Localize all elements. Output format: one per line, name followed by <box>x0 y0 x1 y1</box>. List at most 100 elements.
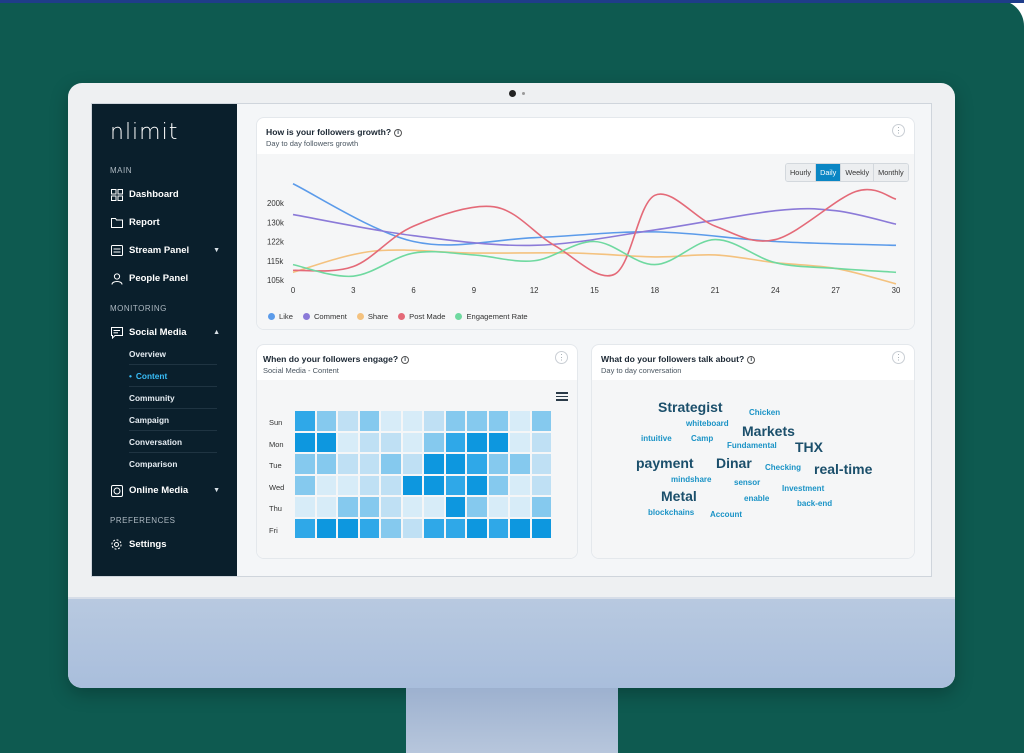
heatmap-cell[interactable] <box>295 518 315 538</box>
tab-hourly[interactable]: Hourly <box>786 164 817 181</box>
heatmap-cell[interactable] <box>510 454 530 474</box>
heatmap-cell[interactable] <box>316 518 336 538</box>
heatmap-cell[interactable] <box>402 475 422 495</box>
more-options-icon[interactable]: ⋮ <box>892 351 905 364</box>
word-cloud-term[interactable]: whiteboard <box>686 419 729 428</box>
heatmap-cell[interactable] <box>488 411 508 431</box>
heatmap-cell[interactable] <box>531 454 551 474</box>
heatmap-cell[interactable] <box>316 497 336 517</box>
info-icon[interactable]: i <box>747 356 756 364</box>
more-options-icon[interactable]: ⋮ <box>892 124 905 137</box>
heatmap-cell[interactable] <box>467 497 487 517</box>
heatmap-cell[interactable] <box>381 475 401 495</box>
heatmap-cell[interactable] <box>424 454 444 474</box>
heatmap-cell[interactable] <box>316 432 336 452</box>
heatmap-cell[interactable] <box>510 475 530 495</box>
series-line-engagement-rate[interactable] <box>292 238 897 278</box>
heatmap-cell[interactable] <box>359 518 379 538</box>
word-cloud-term[interactable]: Checking <box>765 463 802 472</box>
info-icon[interactable]: i <box>394 129 403 137</box>
heatmap-cell[interactable] <box>445 475 465 495</box>
heatmap-cell[interactable] <box>424 411 444 431</box>
heatmap-cell[interactable] <box>338 497 358 517</box>
heatmap-cell[interactable] <box>338 518 358 538</box>
word-cloud-term[interactable]: Strategist <box>658 399 723 415</box>
heatmap-cell[interactable] <box>488 475 508 495</box>
heatmap-cell[interactable] <box>316 411 336 431</box>
heatmap-cell[interactable] <box>295 411 315 431</box>
word-cloud-term[interactable]: blockchains <box>648 508 695 517</box>
heatmap-cell[interactable] <box>402 497 422 517</box>
heatmap-cell[interactable] <box>531 497 551 517</box>
hamburger-menu-icon[interactable] <box>556 392 568 401</box>
heatmap-cell[interactable] <box>381 497 401 517</box>
heatmap-cell[interactable] <box>445 497 465 517</box>
heatmap-cell[interactable] <box>467 432 487 452</box>
word-cloud-term[interactable]: Dinar <box>716 455 752 471</box>
heatmap-cell[interactable] <box>510 518 530 538</box>
heatmap-cell[interactable] <box>467 518 487 538</box>
heatmap-cell[interactable] <box>295 497 315 517</box>
subnav-conversation[interactable]: Conversation <box>129 437 217 453</box>
series-line-like[interactable] <box>292 183 897 247</box>
heatmap-cell[interactable] <box>510 411 530 431</box>
sidebar-item-social-media[interactable]: Social Media ▲ <box>110 326 220 339</box>
heatmap-cell[interactable] <box>402 454 422 474</box>
legend-comment[interactable]: Comment <box>302 312 347 321</box>
word-cloud-term[interactable]: sensor <box>734 478 761 487</box>
heatmap-cell[interactable] <box>338 432 358 452</box>
heatmap-cell[interactable] <box>531 411 551 431</box>
heatmap-cell[interactable] <box>402 432 422 452</box>
heatmap-cell[interactable] <box>381 411 401 431</box>
app-logo[interactable]: nlimit <box>110 120 178 145</box>
heatmap-cell[interactable] <box>424 518 444 538</box>
heatmap-cell[interactable] <box>295 475 315 495</box>
sidebar-item-report[interactable]: Report <box>110 216 220 229</box>
sidebar-item-settings[interactable]: Settings <box>110 538 220 551</box>
tab-weekly[interactable]: Weekly <box>841 164 875 181</box>
heatmap-cell[interactable] <box>316 454 336 474</box>
heatmap-cell[interactable] <box>488 454 508 474</box>
subnav-content[interactable]: Content <box>129 371 217 387</box>
heatmap-cell[interactable] <box>338 454 358 474</box>
heatmap-cell[interactable] <box>295 432 315 452</box>
sidebar-item-people-panel[interactable]: People Panel <box>110 272 220 285</box>
heatmap-cell[interactable] <box>531 518 551 538</box>
heatmap-cell[interactable] <box>488 432 508 452</box>
series-line-comment[interactable] <box>292 207 897 247</box>
heatmap-cell[interactable] <box>424 432 444 452</box>
tab-monthly[interactable]: Monthly <box>874 164 908 181</box>
sidebar-item-online-media[interactable]: Online Media ▼ <box>110 484 220 497</box>
subnav-comparison[interactable]: Comparison <box>129 459 178 469</box>
heatmap-cell[interactable] <box>359 497 379 517</box>
heatmap-cell[interactable] <box>445 454 465 474</box>
heatmap-cell[interactable] <box>424 497 444 517</box>
legend-post-made[interactable]: Post Made <box>398 312 445 321</box>
heatmap-cell[interactable] <box>295 454 315 474</box>
heatmap-cell[interactable] <box>488 497 508 517</box>
heatmap-cell[interactable] <box>359 411 379 431</box>
word-cloud-term[interactable]: Metal <box>661 488 697 504</box>
heatmap-cell[interactable] <box>467 411 487 431</box>
subnav-overview[interactable]: Overview <box>129 349 217 365</box>
word-cloud-term[interactable]: payment <box>636 455 694 471</box>
heatmap-cell[interactable] <box>445 411 465 431</box>
series-line-share[interactable] <box>292 249 897 285</box>
heatmap-cell[interactable] <box>359 475 379 495</box>
heatmap-cell[interactable] <box>338 411 358 431</box>
word-cloud-term[interactable]: THX <box>795 439 823 455</box>
word-cloud-term[interactable]: Investment <box>782 484 825 493</box>
word-cloud-term[interactable]: Camp <box>691 434 714 443</box>
info-icon[interactable]: i <box>401 356 410 364</box>
heatmap-cell[interactable] <box>424 475 444 495</box>
series-line-post-made[interactable] <box>292 188 897 277</box>
heatmap-cell[interactable] <box>316 475 336 495</box>
heatmap-cell[interactable] <box>531 475 551 495</box>
word-cloud-term[interactable]: Markets <box>742 423 795 439</box>
sidebar-item-dashboard[interactable]: Dashboard <box>110 188 220 201</box>
heatmap-cell[interactable] <box>402 518 422 538</box>
heatmap-cell[interactable] <box>402 411 422 431</box>
heatmap-cell[interactable] <box>445 518 465 538</box>
word-cloud-term[interactable]: mindshare <box>671 475 712 484</box>
heatmap-cell[interactable] <box>467 454 487 474</box>
